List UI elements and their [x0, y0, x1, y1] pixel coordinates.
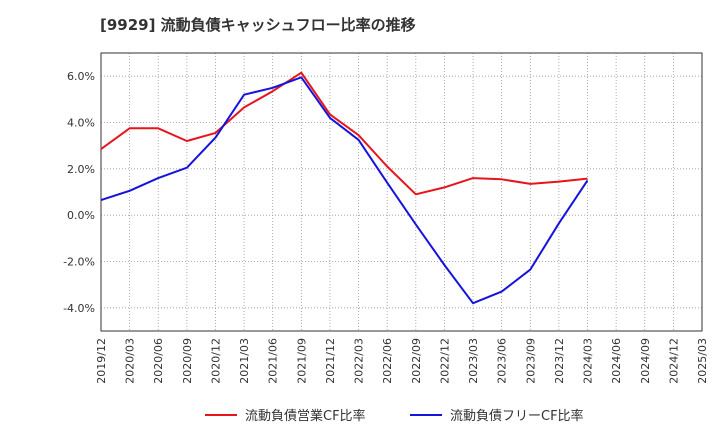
x-tick-labels: 2019/12 2020/03 2020/06 2020/09 2020/12 2021/…	[95, 338, 709, 384]
x-tick-label: 2022/12	[438, 338, 451, 384]
x-tick-label: 2024/12	[667, 338, 680, 384]
legend: 流動負債営業CF比率 流動負債フリーCF比率	[205, 408, 584, 424]
x-tick-label: 2019/12	[95, 338, 108, 384]
x-tick-label: 2022/03	[353, 338, 366, 384]
x-tick-label: 2022/09	[410, 338, 423, 384]
x-tick-label: 2021/03	[238, 338, 251, 384]
series-line-1	[100, 71, 588, 196]
legend-label-2: 流動負債フリーCF比率	[450, 408, 584, 424]
x-tick-label: 2023/03	[467, 338, 480, 384]
x-tick-label: 2020/09	[181, 338, 194, 384]
x-tick-label: 2023/12	[553, 338, 566, 384]
series-line-2	[100, 76, 589, 305]
y-tick-label: 2.0%	[67, 163, 95, 176]
x-tick-label: 2023/06	[496, 338, 509, 384]
series-layer	[100, 71, 589, 305]
x-tick-label: 2023/09	[524, 338, 537, 384]
y-tick-label: 4.0%	[67, 117, 95, 130]
grid-layer	[101, 53, 702, 331]
y-tick-label: -2.0%	[63, 256, 95, 269]
y-tick-label: -4.0%	[63, 302, 95, 315]
y-tick-label: 0.0%	[67, 209, 95, 222]
x-tick-label: 2024/03	[582, 338, 595, 384]
y-tick-labels: 6.0% 4.0% 2.0% 0.0% -2.0% -4.0%	[63, 70, 95, 315]
x-tick-label: 2020/06	[152, 338, 165, 384]
x-tick-label: 2022/06	[381, 338, 394, 384]
plot-frame	[100, 52, 703, 332]
x-tick-label: 2020/03	[124, 338, 137, 384]
legend-label-1: 流動負債営業CF比率	[245, 408, 366, 424]
x-tick-label: 2024/09	[639, 338, 652, 384]
x-tick-label: 2021/09	[295, 338, 308, 384]
x-tick-label: 2024/06	[610, 338, 623, 384]
x-tick-label: 2025/03	[696, 338, 709, 384]
x-tick-label: 2021/12	[324, 338, 337, 384]
x-tick-label: 2021/06	[267, 338, 280, 384]
axis-layer	[100, 52, 703, 332]
chart-title: [9929] 流動負債キャッシュフロー比率の推移	[100, 16, 416, 34]
y-tick-label: 6.0%	[67, 70, 95, 83]
x-tick-label: 2020/12	[209, 338, 222, 384]
